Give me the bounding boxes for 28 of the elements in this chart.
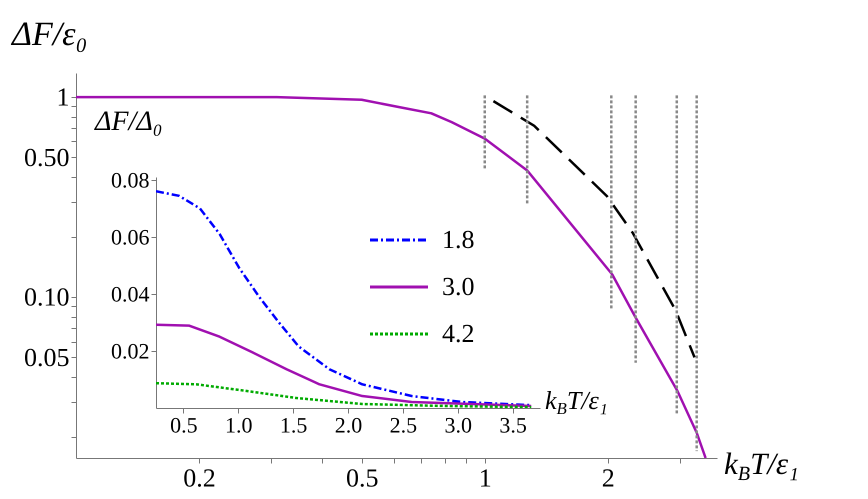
x-axis-title: k$_{B}$T/ε₁ xyxy=(545,386,608,418)
x-tick-label: 1.5 xyxy=(280,412,308,438)
x-tick-label: 0.5 xyxy=(170,412,198,438)
y-axis-title: ΔF/Δ₀ xyxy=(95,106,162,137)
y-tick-label: 0.02 xyxy=(111,338,150,364)
x-tick-label: 2.0 xyxy=(334,412,362,438)
y-tick-label: 0.04 xyxy=(111,281,150,306)
x-tick-label: 0.2 xyxy=(183,464,216,492)
y-tick-label: 0.10 xyxy=(24,282,70,312)
x-tick-label: 2.5 xyxy=(390,412,418,438)
x-axis-title: k$_{B}$T/ε₁ xyxy=(724,446,799,486)
x-tick-label: 0.5 xyxy=(346,464,378,492)
x-tick-label: 3.0 xyxy=(444,412,472,438)
y-axis-title: ΔF/ε₀ xyxy=(12,16,88,53)
y-tick-label: 0.06 xyxy=(111,224,150,250)
legend-label: 1.8 xyxy=(442,225,474,254)
y-tick-label: 1 xyxy=(56,82,70,112)
legend-label: 4.2 xyxy=(442,319,474,348)
line-series xyxy=(156,382,532,408)
x-tick-label: 1.0 xyxy=(225,412,253,438)
x-tick-label: 2 xyxy=(602,464,615,492)
y-tick-label: 0.50 xyxy=(24,142,70,172)
y-tick-label: 0.05 xyxy=(24,342,70,372)
line-series xyxy=(156,323,532,408)
x-tick-label: 3.5 xyxy=(499,412,527,438)
legend-label: 3.0 xyxy=(442,272,474,301)
y-tick-label: 0.08 xyxy=(111,167,150,192)
x-tick-label: 1 xyxy=(478,464,492,492)
